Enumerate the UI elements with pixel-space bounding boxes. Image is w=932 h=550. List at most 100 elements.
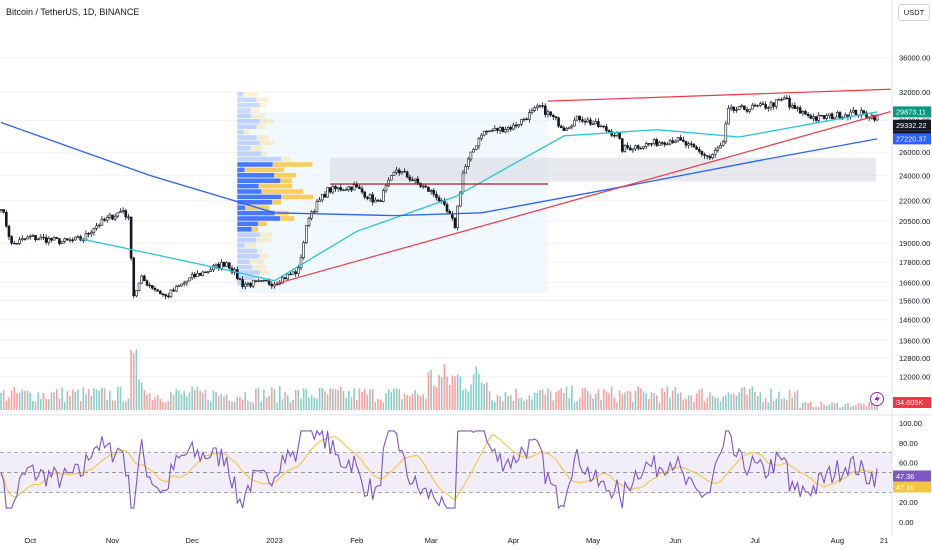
candle-body — [137, 282, 141, 291]
candle-body — [297, 267, 300, 274]
volume-bar — [2, 390, 5, 410]
volume-bar — [849, 406, 852, 410]
candle-body — [703, 154, 706, 156]
profile-bar-sell — [243, 92, 259, 97]
candle-body — [111, 214, 114, 220]
candle-body — [663, 142, 667, 145]
volume-bar — [863, 403, 865, 410]
profile-bar-sell — [256, 135, 270, 140]
candle-body — [254, 280, 258, 282]
candle-body — [546, 111, 550, 115]
volume-bar — [642, 391, 645, 410]
candle-body — [257, 280, 260, 282]
candle-body — [368, 194, 372, 199]
volume-bar — [186, 396, 188, 410]
candle-body — [44, 237, 48, 243]
volume-bar — [446, 376, 448, 410]
candle-body — [836, 112, 839, 118]
volume-bar — [621, 394, 624, 410]
candle-body — [92, 228, 96, 233]
volume-bar — [395, 388, 398, 410]
candle-body — [34, 235, 37, 240]
volume-bar — [648, 399, 650, 410]
candle-body — [312, 211, 316, 213]
candle-body — [249, 282, 252, 287]
candle-body — [265, 279, 268, 282]
volume-bar — [865, 406, 868, 410]
candle-body — [644, 143, 648, 147]
candle-body — [95, 225, 98, 229]
candle-body — [793, 105, 797, 109]
candle-body — [620, 138, 624, 152]
candle-body — [286, 273, 290, 280]
volume-bar — [812, 407, 815, 410]
candle-body — [39, 236, 43, 240]
profile-bar-buy — [237, 221, 258, 227]
candle-body — [15, 243, 19, 245]
candle-body — [613, 135, 616, 137]
zone-rect — [330, 157, 877, 182]
profile-bar-buy — [237, 275, 256, 281]
candle-body — [243, 284, 247, 287]
volume-bar — [547, 388, 549, 410]
volume-bar — [475, 366, 478, 410]
candle-body — [862, 110, 866, 114]
price-label: 27220.37 — [896, 135, 926, 144]
volume-bar — [217, 395, 220, 410]
candle-body — [514, 124, 518, 127]
volume-bar — [119, 386, 122, 410]
volume-bar — [77, 389, 79, 410]
volume-bar — [610, 386, 613, 410]
candle-body — [259, 280, 263, 282]
volume-bar — [820, 401, 823, 410]
candle-body — [626, 145, 629, 149]
volume-bar — [496, 394, 499, 410]
volume-bar — [257, 388, 260, 410]
currency-selector[interactable]: USDT — [898, 4, 930, 21]
volume-bar — [239, 397, 241, 410]
candle-body — [655, 139, 659, 146]
profile-bar-sell — [256, 124, 266, 129]
candle-body — [71, 239, 74, 241]
candle-body — [607, 130, 611, 132]
volume-bar — [385, 393, 387, 410]
candle-body — [740, 105, 744, 107]
trendline — [274, 111, 891, 285]
candle-body — [214, 263, 218, 267]
price-tick-label: 13600.00 — [899, 336, 930, 345]
candle-body — [339, 187, 343, 191]
profile-bar-sell — [257, 248, 263, 254]
profile-bar-buy — [237, 205, 246, 210]
candle-body — [7, 225, 11, 237]
candle-body — [20, 238, 24, 241]
rsi-label: 47.36 — [896, 472, 914, 481]
volume-bar — [106, 399, 108, 410]
price-label-bg — [893, 106, 931, 118]
candle-body — [10, 236, 13, 244]
volume-bar — [63, 401, 66, 410]
candle-body — [583, 120, 587, 123]
price-tick-label: 20500.00 — [899, 217, 930, 226]
volume-bar — [480, 382, 483, 410]
candle-body — [182, 282, 186, 285]
candle-body — [533, 107, 536, 111]
moving-average-line — [80, 111, 878, 282]
profile-bar-buy — [237, 281, 245, 286]
volume-bar — [159, 398, 162, 410]
volume-bar — [451, 375, 454, 410]
profile-bar-buy — [237, 156, 281, 162]
volume-bar — [876, 403, 878, 410]
volume-bar — [199, 390, 201, 410]
candle-body — [551, 114, 555, 117]
candle-body — [719, 145, 722, 149]
volume-bar — [509, 395, 512, 410]
candle-body — [400, 171, 404, 174]
candle-body — [480, 134, 483, 139]
profile-bar-sell — [280, 216, 295, 221]
candle-body — [177, 285, 181, 287]
volume-bar — [358, 388, 361, 410]
volume-bar — [815, 406, 817, 410]
candle-body — [148, 284, 151, 287]
price-label: 29332.22 — [896, 121, 926, 130]
